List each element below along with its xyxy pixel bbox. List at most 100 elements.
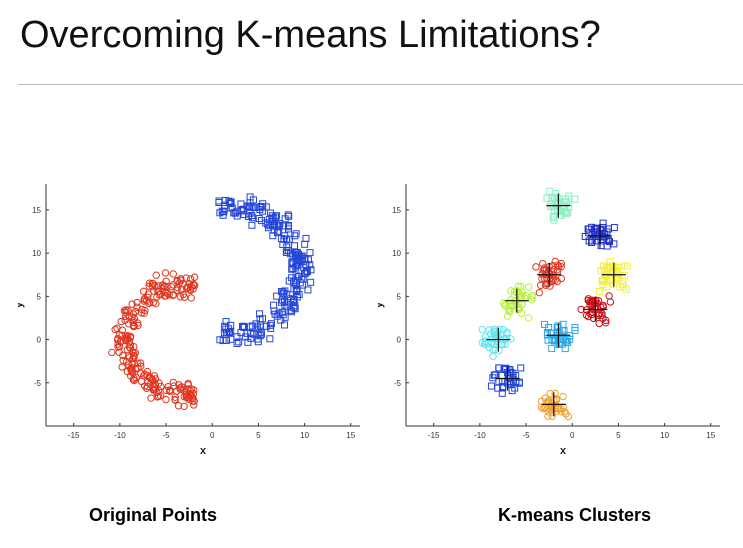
data-point	[597, 266, 605, 274]
data-point	[131, 307, 140, 316]
data-point	[559, 392, 567, 401]
x-tick-label: -10	[474, 431, 486, 440]
data-point	[571, 195, 579, 203]
data-point	[121, 336, 130, 345]
data-point	[490, 371, 498, 379]
data-point	[288, 308, 296, 316]
cluster-points	[478, 187, 631, 421]
data-point	[130, 314, 139, 323]
original-points-plot: -15 -10 -5 0 5 10 15 -5 0 5 10 15 x y	[18, 178, 363, 464]
data-point	[118, 363, 126, 371]
data-point	[306, 249, 314, 257]
data-point	[306, 261, 314, 269]
data-point	[279, 288, 287, 296]
data-point	[154, 282, 163, 290]
data-point	[487, 330, 495, 338]
data-point	[129, 318, 137, 326]
data-point	[279, 311, 287, 319]
y-tick-label: -5	[394, 379, 402, 388]
x-tick-label: 15	[346, 431, 355, 440]
data-point	[175, 381, 183, 389]
data-point	[603, 228, 611, 236]
x-tick-label: -10	[114, 431, 126, 440]
data-point	[503, 312, 512, 320]
data-point	[532, 263, 540, 271]
data-point	[246, 193, 254, 201]
y-tick-label: 10	[32, 249, 41, 258]
kmeans-clusters-caption: K-means Clusters	[498, 505, 652, 525]
data-point	[481, 337, 490, 345]
data-point	[566, 336, 574, 344]
data-point	[154, 386, 163, 395]
data-point	[622, 285, 630, 293]
axes: -15 -10 -5 0 5 10 15 -5 0 5 10 15 x y	[378, 184, 720, 457]
data-point	[120, 307, 129, 315]
data-point	[222, 325, 230, 333]
data-point	[507, 335, 515, 343]
data-point	[292, 281, 300, 289]
data-point	[606, 258, 614, 266]
data-point	[177, 276, 185, 285]
data-point	[289, 298, 297, 306]
data-point	[141, 382, 149, 390]
data-point	[276, 219, 284, 227]
data-point	[248, 214, 256, 222]
data-point	[509, 374, 517, 382]
data-point	[302, 261, 310, 269]
data-point	[614, 264, 622, 272]
data-point	[139, 287, 148, 296]
data-point	[522, 292, 530, 300]
data-point	[130, 342, 138, 351]
data-point	[584, 225, 592, 233]
data-point	[548, 335, 556, 343]
data-point	[285, 212, 293, 220]
data-point	[281, 321, 289, 329]
data-point	[174, 401, 183, 410]
data-point	[147, 394, 155, 402]
data-point	[565, 203, 573, 211]
data-point	[525, 314, 533, 322]
data-point	[495, 364, 503, 372]
data-point	[605, 237, 613, 245]
data-point	[189, 281, 198, 289]
data-point	[557, 259, 565, 268]
data-point	[507, 298, 515, 307]
data-point	[296, 279, 304, 287]
data-point	[140, 295, 148, 303]
data-point	[173, 286, 181, 294]
data-point	[525, 283, 533, 291]
data-point	[231, 209, 239, 217]
data-point	[285, 222, 293, 230]
data-point	[256, 323, 264, 331]
data-point	[180, 402, 188, 410]
data-point	[267, 324, 275, 332]
data-point	[282, 248, 290, 256]
data-point	[233, 340, 241, 348]
data-point	[190, 401, 198, 409]
data-point	[505, 307, 513, 315]
data-point	[134, 364, 142, 372]
data-point	[247, 334, 255, 342]
original-points-chart: -15 -10 -5 0 5 10 15 -5 0 5 10 15 x y	[18, 184, 360, 457]
data-point	[237, 329, 245, 337]
data-point	[546, 187, 554, 195]
y-tick-label: 0	[397, 336, 402, 345]
data-point	[146, 374, 155, 382]
data-point	[557, 263, 565, 271]
data-point	[506, 302, 514, 310]
data-point	[176, 385, 184, 394]
data-point	[595, 287, 603, 295]
axes: -15 -10 -5 0 5 10 15 -5 0 5 10 15 x y	[18, 184, 360, 457]
data-point	[128, 360, 136, 368]
data-point	[545, 323, 553, 331]
data-point	[184, 379, 192, 388]
data-point	[292, 271, 300, 279]
data-point	[605, 292, 613, 300]
data-point	[582, 311, 591, 319]
y-tick-label: 15	[32, 206, 41, 215]
data-point	[267, 320, 275, 328]
data-point	[293, 288, 301, 296]
data-point	[554, 205, 562, 213]
data-point	[130, 321, 138, 330]
data-point	[279, 241, 287, 249]
